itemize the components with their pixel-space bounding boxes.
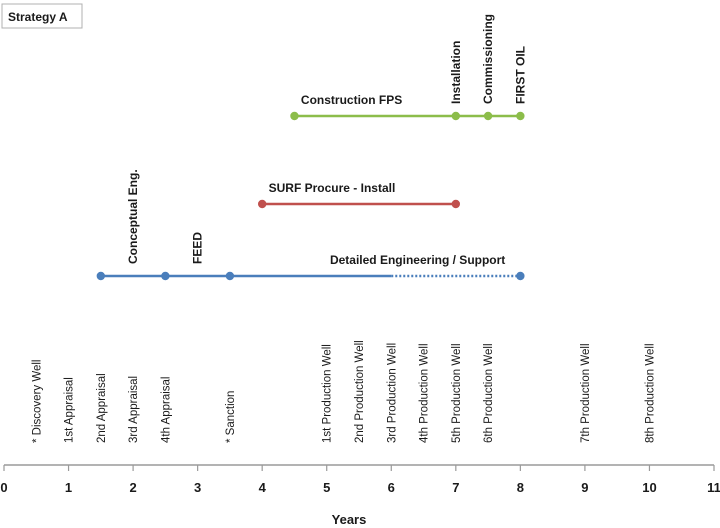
x-tick-label-7: 7 [452, 480, 459, 495]
milestone-label: 8th Production Well [644, 343, 656, 443]
phase-label-construction-fps: Construction FPS [301, 93, 402, 107]
phase-detailed-engineering-support: Conceptual Eng. FEED Detailed Engineering … [96, 169, 525, 281]
phase-point [451, 199, 461, 209]
phase-point [516, 271, 525, 281]
phase-surf-procure-install: SURF Procure - Install [257, 181, 461, 209]
milestone-label: 1st Appraisal [64, 377, 76, 443]
milestone-label: 2nd Appraisal [96, 373, 108, 443]
phase-point [451, 111, 461, 121]
x-tick-label-1: 1 [65, 480, 72, 495]
x-axis-ticks: 0 1 2 3 4 5 6 7 8 9 10 11 [0, 465, 720, 495]
x-tick-label-8: 8 [517, 480, 524, 495]
phase-point [225, 271, 235, 281]
milestone-label: 6th Production Well [483, 343, 495, 443]
x-axis-title: Years [332, 512, 367, 527]
milestone-label: 4th Appraisal [160, 377, 172, 444]
phase-point [257, 199, 267, 209]
milestone-label: 3rd Appraisal [128, 376, 140, 443]
milestone-label: * Discovery Well [31, 360, 43, 444]
phase-label-first-oil: FIRST OIL [513, 46, 527, 104]
phase-point [161, 271, 170, 281]
x-tick-label-0: 0 [0, 480, 7, 495]
milestone-label: 7th Production Well [580, 343, 592, 443]
x-tick-label-6: 6 [388, 480, 395, 495]
x-tick-label-2: 2 [129, 480, 136, 495]
phase-label-installation: Installation [449, 41, 463, 104]
x-tick-label-5: 5 [323, 480, 330, 495]
x-tick-label-11: 11 [707, 480, 720, 495]
phase-label-feed: FEED [191, 232, 205, 264]
strategy-title: Strategy A [8, 10, 68, 24]
x-tick-label-4: 4 [259, 480, 267, 495]
phase-construction-fps: Construction FPS Installation Commissionin… [290, 14, 527, 121]
phase-point [516, 111, 525, 121]
x-tick-label-3: 3 [194, 480, 201, 495]
phase-label-detailed-engineering-support: Detailed Engineering / Support [330, 253, 505, 267]
phase-point [290, 111, 299, 121]
phase-label-surf-procure-install: SURF Procure - Install [269, 181, 396, 195]
milestone-label: * Sanction [225, 391, 237, 443]
phase-point [96, 271, 106, 281]
x-tick-label-10: 10 [642, 480, 656, 495]
phase-point [483, 111, 493, 121]
strategy-title-box: Strategy A [1, 3, 83, 29]
milestone-labels: * Discovery Well 1st Appraisal 2nd Apprais… [31, 340, 656, 443]
x-tick-label-9: 9 [581, 480, 588, 495]
milestone-label: 4th Production Well [419, 343, 431, 443]
milestone-label: 1st Production Well [322, 344, 334, 443]
milestone-label: 3rd Production Well [386, 343, 398, 443]
phase-bars: Construction FPS Installation Commissionin… [96, 14, 527, 281]
phase-label-conceptual-eng: Conceptual Eng. [126, 169, 140, 264]
milestone-label: 5th Production Well [451, 343, 463, 443]
milestone-label: 2nd Production Well [354, 340, 366, 443]
phase-label-commissioning: Commissioning [481, 14, 495, 104]
